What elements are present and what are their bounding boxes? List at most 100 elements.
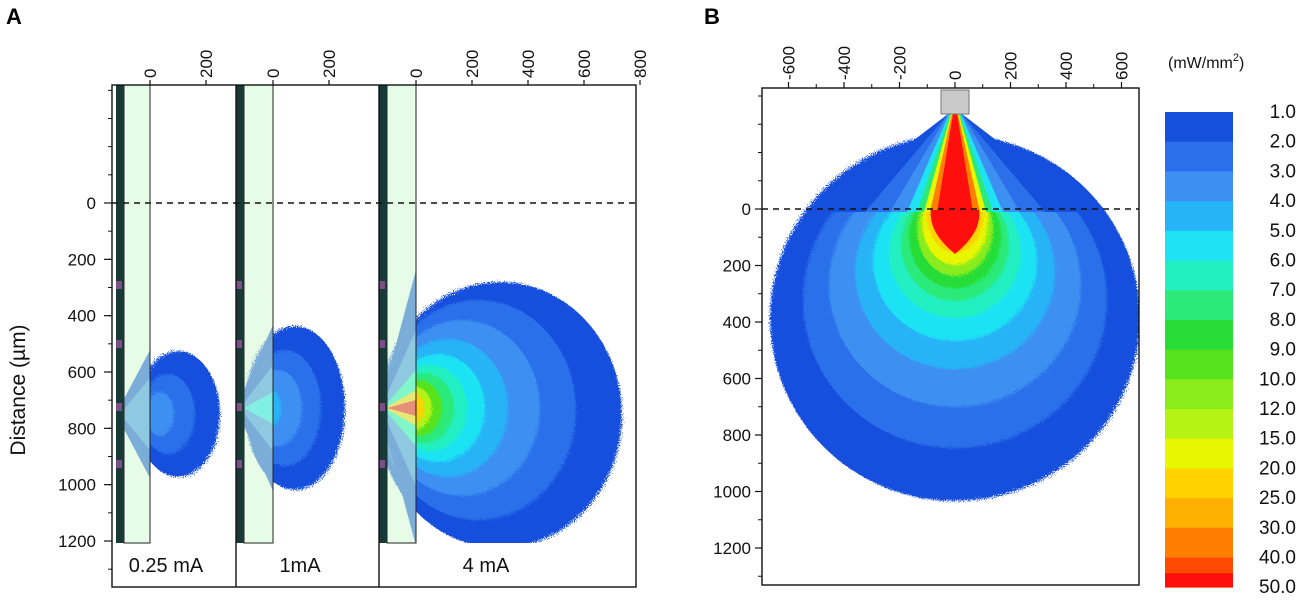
y-tick-label: 800 bbox=[723, 426, 751, 445]
site-marker bbox=[236, 340, 242, 348]
colorbar-level-label: 9.0 bbox=[1270, 340, 1296, 361]
colorbar-level-label: 40.0 bbox=[1259, 548, 1296, 569]
y-axis-label: Distance (µm) bbox=[7, 324, 30, 455]
colorbar: 1.0 2.0 3.0 4.0 5.0 6.0 7.0 8.0 9.0 10.0 12.0 15.0 2… bbox=[1165, 102, 1296, 598]
x-tick-label: 200 bbox=[463, 50, 482, 78]
x-tick-label: 400 bbox=[519, 50, 538, 78]
y-tick-label: 200 bbox=[68, 250, 96, 269]
x-tick-label: 0 bbox=[946, 71, 965, 80]
site-marker bbox=[236, 460, 242, 468]
panel-b-frame bbox=[761, 87, 1140, 586]
site-marker bbox=[236, 403, 242, 411]
panel-a-y-ticks: 0 200 400 600 800 1000 1200 bbox=[58, 89, 112, 570]
colorbar-level-label: 4.0 bbox=[1270, 191, 1296, 212]
panel-label-a: A bbox=[6, 4, 22, 29]
site-marker bbox=[116, 340, 122, 348]
y-tick-label: 0 bbox=[87, 194, 96, 213]
current-label-1ma: 1mA bbox=[279, 555, 321, 577]
colorbar-swatch bbox=[1165, 573, 1233, 588]
subpanel-4ma: 0 200 400 600 800 4 mA bbox=[379, 50, 650, 577]
y-tick-label: 400 bbox=[68, 307, 96, 326]
subpanel-0-25ma: 0 200 0.25 mA bbox=[116, 50, 220, 577]
y-tick-label: 200 bbox=[723, 257, 751, 276]
y-tick-label: 0 bbox=[742, 200, 751, 219]
colorbar-level-label: 7.0 bbox=[1270, 280, 1296, 301]
panel-b-plot bbox=[770, 114, 1139, 501]
y-tick-label: 800 bbox=[68, 419, 96, 438]
x-tick-label: 400 bbox=[1057, 52, 1076, 80]
x-tick-label: -600 bbox=[780, 46, 799, 80]
colorbar-swatch bbox=[1165, 112, 1233, 143]
site-marker bbox=[116, 403, 122, 411]
colorbar-level-label: 20.0 bbox=[1259, 458, 1296, 479]
x-tick-label: 200 bbox=[1002, 52, 1021, 80]
colorbar-swatch bbox=[1165, 201, 1233, 232]
intensity-spread-0-25ma bbox=[136, 351, 220, 477]
current-label-0-25ma: 0.25 mA bbox=[129, 555, 204, 577]
colorbar-swatch bbox=[1165, 260, 1233, 291]
colorbar-level-label: 5.0 bbox=[1270, 221, 1296, 242]
colorbar-unit: (mW/mm2) bbox=[1168, 52, 1244, 72]
site-marker bbox=[379, 460, 385, 468]
colorbar-swatch bbox=[1165, 230, 1233, 261]
colorbar-level-label: 50.0 bbox=[1259, 577, 1296, 598]
colorbar-swatch bbox=[1165, 498, 1233, 529]
colorbar-swatch bbox=[1165, 171, 1233, 202]
colorbar-swatch bbox=[1165, 349, 1233, 380]
site-marker bbox=[116, 460, 122, 468]
x-tick-label: 0 bbox=[264, 69, 283, 78]
core-b bbox=[930, 210, 980, 254]
colorbar-swatch bbox=[1165, 141, 1233, 172]
y-tick-label: 1200 bbox=[713, 539, 751, 558]
probe-shank-4ma bbox=[379, 85, 387, 543]
colorbar-level-label: 30.0 bbox=[1259, 518, 1296, 539]
fiber-1ma bbox=[243, 84, 274, 544]
colorbar-level-label: 25.0 bbox=[1259, 488, 1296, 509]
site-marker bbox=[379, 340, 385, 348]
site-marker bbox=[379, 281, 385, 289]
y-tick-label: 600 bbox=[723, 370, 751, 389]
colorbar-swatch bbox=[1165, 468, 1233, 499]
colorbar-level-label: 3.0 bbox=[1270, 161, 1296, 182]
colorbar-swatch bbox=[1165, 409, 1233, 440]
colorbar-swatch bbox=[1165, 290, 1233, 321]
fiber-4ma bbox=[386, 84, 417, 544]
colorbar-swatch bbox=[1165, 527, 1233, 558]
x-tick-label: 200 bbox=[197, 50, 216, 78]
colorbar-level-label: 8.0 bbox=[1270, 310, 1296, 331]
site-marker bbox=[116, 281, 122, 289]
current-label-4ma: 4 mA bbox=[463, 555, 510, 577]
subpanel-4ma-x-ticks: 0 200 400 600 800 bbox=[407, 50, 650, 85]
probe-shank-0-25ma bbox=[116, 85, 124, 543]
colorbar-level-label: 10.0 bbox=[1259, 369, 1296, 390]
x-tick-label: 200 bbox=[320, 50, 339, 78]
x-tick-label: 600 bbox=[1113, 52, 1132, 80]
subpanel-1ma-x-ticks: 0 200 bbox=[264, 50, 339, 85]
colorbar-level-label: 1.0 bbox=[1270, 102, 1296, 123]
fiber-0-25ma bbox=[123, 84, 151, 544]
panel-b-y-ticks: 0 200 400 600 800 1000 1200 bbox=[713, 95, 762, 577]
colorbar-level-label: 6.0 bbox=[1270, 251, 1296, 272]
light-source bbox=[940, 89, 970, 115]
panel-b-x-ticks: -600 -400 -200 0 200 400 600 bbox=[780, 46, 1132, 88]
x-tick-label: 0 bbox=[407, 69, 426, 78]
colorbar-swatch bbox=[1165, 319, 1233, 351]
y-tick-label: 1000 bbox=[713, 483, 751, 502]
x-tick-label: 600 bbox=[575, 50, 594, 78]
site-marker bbox=[379, 403, 385, 411]
colorbar-level-label: 2.0 bbox=[1270, 132, 1296, 153]
x-tick-label: -200 bbox=[891, 46, 910, 80]
y-tick-label: 400 bbox=[723, 313, 751, 332]
subpanel-0-25ma-x-ticks: 0 200 bbox=[141, 50, 216, 85]
y-tick-label: 1200 bbox=[58, 532, 96, 551]
panel-label-b: B bbox=[704, 4, 720, 29]
panel-a-frame bbox=[111, 84, 637, 588]
probe-shank-1ma bbox=[236, 85, 244, 543]
colorbar-level-label: 12.0 bbox=[1259, 399, 1296, 420]
x-tick-label: -400 bbox=[835, 46, 854, 80]
colorbar-swatch bbox=[1165, 438, 1233, 469]
colorbar-level-label: 15.0 bbox=[1259, 429, 1296, 450]
subpanel-1ma: 0 200 1mA bbox=[236, 50, 345, 577]
y-tick-label: 1000 bbox=[58, 476, 96, 495]
cone-b-core bbox=[937, 114, 973, 212]
